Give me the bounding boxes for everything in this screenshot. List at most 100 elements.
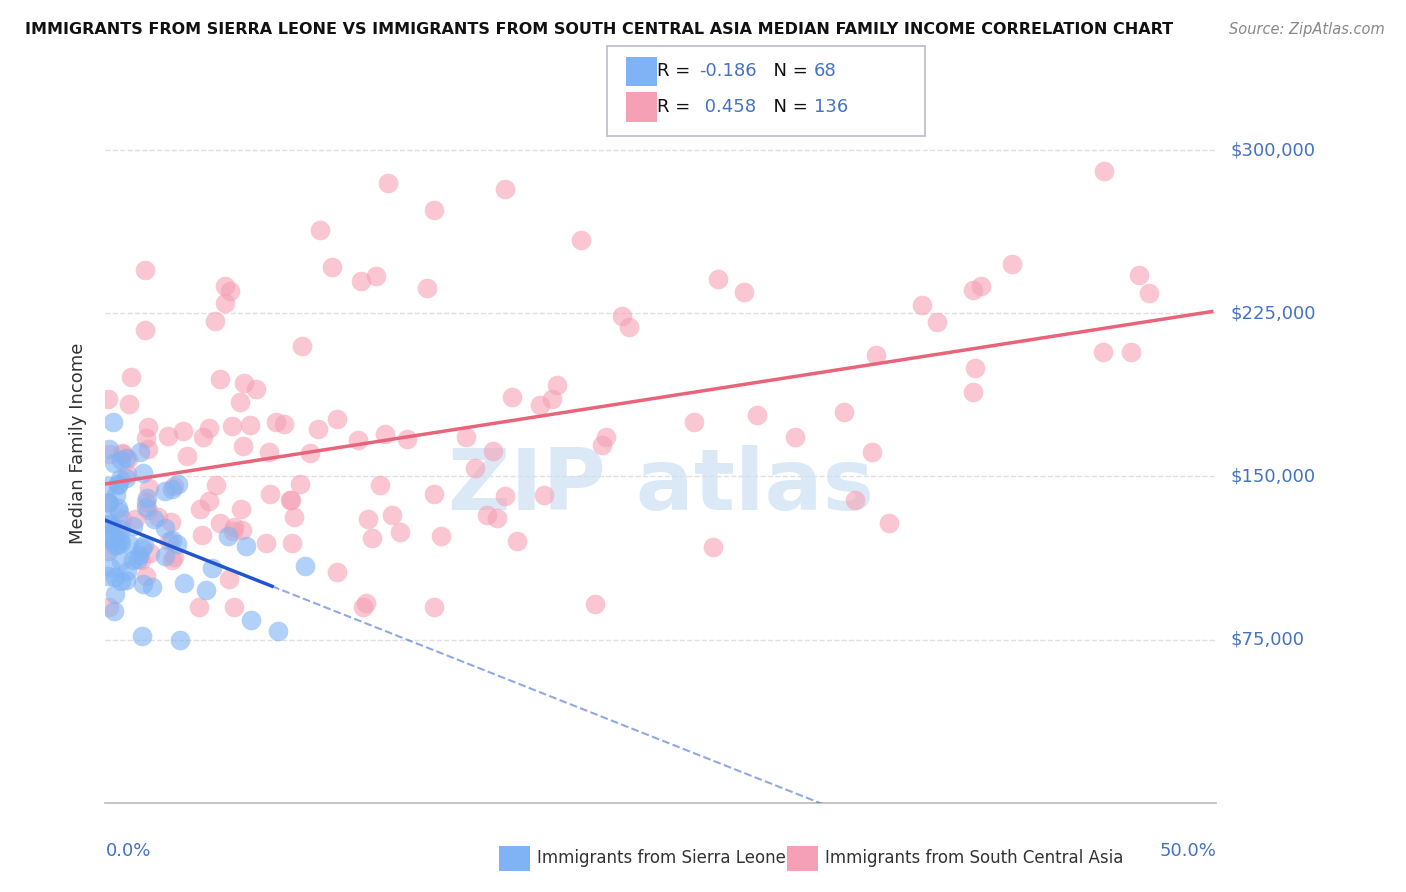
Point <box>235 539 257 553</box>
Point <box>1121 345 1143 359</box>
Point <box>191 430 214 444</box>
Text: N =: N = <box>762 98 814 116</box>
Point <box>222 524 245 538</box>
Point <box>350 274 373 288</box>
Point <box>1137 285 1160 300</box>
Point <box>103 604 125 618</box>
Point <box>97 516 120 530</box>
Text: R =: R = <box>657 98 696 116</box>
Point <box>98 446 121 460</box>
Point <box>97 569 120 583</box>
Point <box>381 508 404 523</box>
Point <box>117 451 139 466</box>
Point <box>783 430 806 444</box>
Point <box>222 520 245 534</box>
Point <box>97 495 120 509</box>
Point <box>169 633 191 648</box>
Text: IMMIGRANTS FROM SIERRA LEONE VS IMMIGRANTS FROM SOUTH CENTRAL ASIA MEDIAN FAMILY: IMMIGRANTS FROM SIERRA LEONE VS IMMIGRAN… <box>25 22 1174 37</box>
Point <box>136 420 159 434</box>
Point <box>911 298 934 312</box>
Point <box>208 371 231 385</box>
Point <box>98 560 121 574</box>
Point <box>299 446 322 460</box>
Point <box>283 509 305 524</box>
Point <box>153 484 176 499</box>
Point <box>506 533 529 548</box>
Point <box>307 422 329 436</box>
Point <box>209 516 232 531</box>
Point <box>195 583 218 598</box>
Point <box>423 202 446 217</box>
Point <box>128 549 150 563</box>
Point <box>97 543 120 558</box>
Point <box>374 427 396 442</box>
Point <box>131 629 153 643</box>
Point <box>197 421 219 435</box>
Point <box>326 565 349 579</box>
Point <box>965 360 987 375</box>
Point <box>280 492 302 507</box>
Point <box>142 512 165 526</box>
Point <box>97 495 120 509</box>
Point <box>141 580 163 594</box>
Point <box>97 541 120 555</box>
Point <box>110 453 132 467</box>
Point <box>131 541 153 555</box>
Point <box>962 384 984 399</box>
Point <box>190 528 212 542</box>
Point <box>159 534 181 549</box>
Point <box>107 501 129 516</box>
Point <box>97 496 120 510</box>
Point <box>110 574 132 588</box>
Point <box>124 512 146 526</box>
Point <box>591 438 613 452</box>
Point <box>229 395 252 409</box>
Point <box>291 339 314 353</box>
Point <box>396 432 419 446</box>
Point <box>160 553 183 567</box>
Point <box>264 415 287 429</box>
Point <box>429 529 451 543</box>
Point <box>832 405 855 419</box>
Point <box>98 532 121 546</box>
Point <box>546 377 568 392</box>
Point <box>475 508 498 523</box>
Point <box>97 392 120 406</box>
Point <box>231 523 253 537</box>
Point <box>108 533 131 547</box>
Point <box>97 599 120 614</box>
Point <box>104 538 127 552</box>
Point <box>176 449 198 463</box>
Point <box>188 502 211 516</box>
Point <box>595 430 617 444</box>
Point <box>204 313 226 327</box>
Point <box>166 536 188 550</box>
Point <box>108 505 131 519</box>
Point <box>927 315 949 329</box>
Point <box>156 429 179 443</box>
Point <box>877 516 900 530</box>
Point <box>98 442 121 456</box>
Point <box>321 260 343 275</box>
Point <box>222 599 245 614</box>
Point <box>110 446 132 460</box>
Point <box>138 481 160 495</box>
Point <box>155 549 177 563</box>
Point <box>163 550 186 565</box>
Text: Immigrants from Sierra Leone: Immigrants from Sierra Leone <box>537 849 786 867</box>
Text: $225,000: $225,000 <box>1230 304 1316 322</box>
Point <box>221 418 243 433</box>
Point <box>127 551 149 566</box>
Point <box>100 532 122 546</box>
Point <box>134 322 156 336</box>
Point <box>1092 163 1115 178</box>
Text: 68: 68 <box>814 62 837 80</box>
Point <box>129 445 152 459</box>
Point <box>245 382 267 396</box>
Point <box>218 285 240 299</box>
Text: 136: 136 <box>814 98 848 116</box>
Text: $150,000: $150,000 <box>1230 467 1315 485</box>
Point <box>745 408 768 422</box>
Point <box>860 444 883 458</box>
Point <box>115 467 138 481</box>
